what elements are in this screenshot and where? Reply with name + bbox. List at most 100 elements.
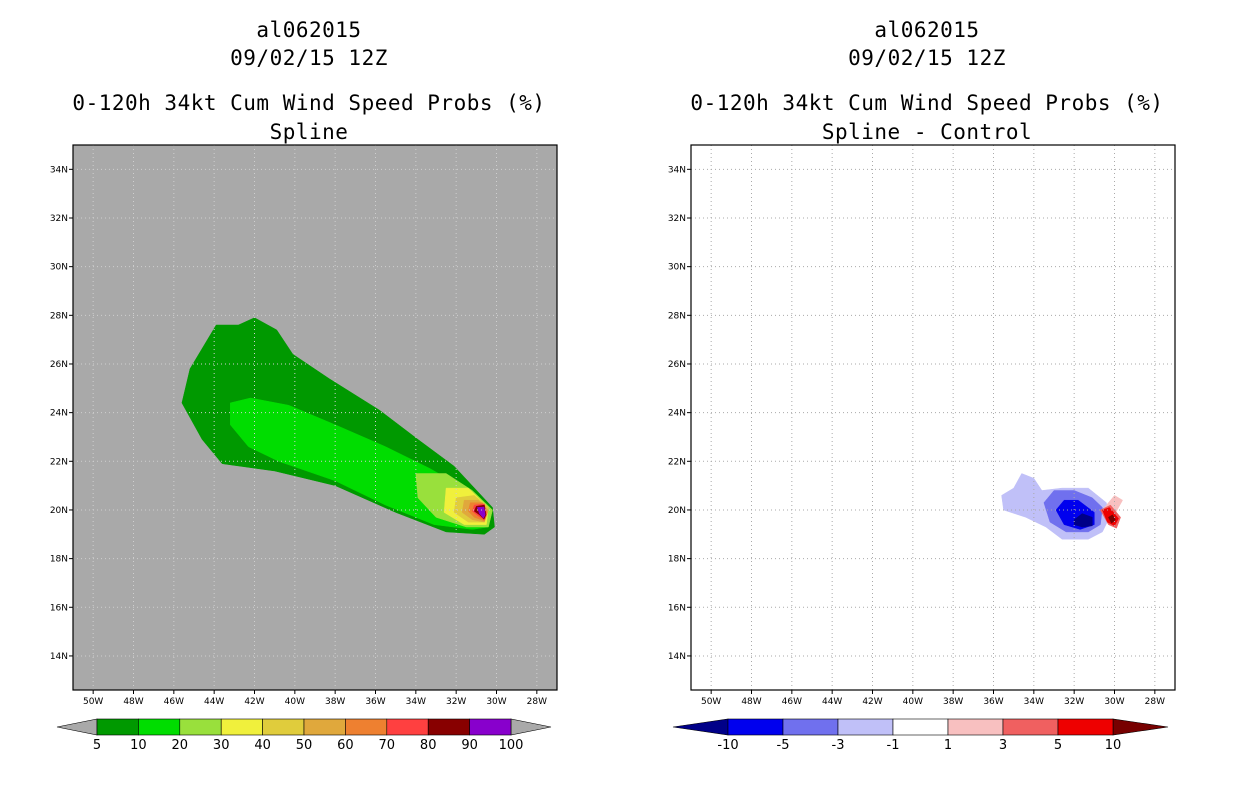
colorbar-label: 5: [93, 738, 101, 753]
colorbar-swatch: [947, 718, 1004, 736]
y-tick-label: 16N: [50, 603, 68, 613]
x-tick-label: 44W: [822, 697, 842, 707]
contour-group: [181, 317, 495, 535]
colorbar-label: 30: [213, 738, 230, 753]
probability-map: 50W 48W 46W 44W 42W 40W 38W 36W 34W 32W 30W 28W 34N 3…: [50, 144, 558, 753]
colorbar-swatch: [427, 718, 470, 736]
contour-level-neg10: [1073, 513, 1093, 528]
y-tick-label: 20N: [50, 506, 68, 516]
y-tick-label: 32N: [668, 214, 686, 224]
x-tick-label: 36W: [365, 697, 385, 707]
colorbar-label: 10: [130, 738, 147, 753]
y-tick-label: 26N: [50, 360, 68, 370]
colorbar-swatch: [179, 718, 222, 736]
y-tick-label: 22N: [668, 457, 686, 467]
y-tick-label: 24N: [668, 409, 686, 419]
colorbar-swatch: [469, 718, 512, 736]
colorbar-label: 5: [1054, 738, 1062, 753]
x-tick-label: 42W: [244, 697, 264, 707]
colorbar-swatch: [727, 718, 784, 736]
product-title: 0-120h 34kt Cum Wind Speed Probs (%): [72, 91, 546, 115]
contour-level-10: [1108, 514, 1116, 524]
y-tick-label: 18N: [668, 555, 686, 565]
x-tick-label: 28W: [1145, 697, 1165, 707]
panel-spline-minus-control: al062015 09/02/15 12Z 0-120h 34kt Cum Wi…: [618, 0, 1236, 800]
contour-group: [1001, 473, 1123, 540]
colorbar: 5 10 20 30 40 50 60 70 80 90 100: [56, 718, 552, 753]
y-tick-label: 34N: [50, 165, 68, 175]
colorbar-swatch: [138, 718, 181, 736]
colorbar-label: 40: [254, 738, 271, 753]
x-tick-label: 46W: [164, 697, 184, 707]
difference-map: 50W 48W 46W 44W 42W 40W 38W 36W 34W 32W 30W 28W 34N 3…: [668, 144, 1176, 753]
panel-spline: al062015 09/02/15 12Z 0-120h 34kt Cum Wi…: [50, 18, 558, 753]
x-tick-label: 32W: [446, 697, 466, 707]
panel-subtitle: Spline: [269, 120, 349, 144]
colorbar-label: 10: [1105, 738, 1122, 753]
x-tick-label: 30W: [486, 697, 506, 707]
colorbar-low-arrow: [672, 718, 729, 736]
colorbar-swatch: [782, 718, 839, 736]
x-tick-label: 48W: [741, 697, 761, 707]
colorbar-label: 90: [461, 738, 478, 753]
y-tick-label: 32N: [50, 214, 68, 224]
x-tick-label: 40W: [903, 697, 923, 707]
colorbar-swatch: [892, 718, 949, 736]
y-tick-label: 28N: [50, 311, 68, 321]
colorbar-label: 1: [944, 738, 952, 753]
y-tick-label: 14N: [50, 652, 68, 662]
colorbar-swatch: [96, 718, 139, 736]
colorbar-label: -10: [717, 738, 738, 753]
y-tick-label: 16N: [668, 603, 686, 613]
colorbar-swatch: [220, 718, 263, 736]
x-tick-label: 28W: [527, 697, 547, 707]
datetime-title: 09/02/15 12Z: [230, 46, 388, 70]
storm-id-title: al062015: [874, 18, 980, 42]
contour-level-90: [476, 506, 486, 519]
x-tick-label: 42W: [862, 697, 882, 707]
x-tick-label: 46W: [782, 697, 802, 707]
x-tick-label: 38W: [325, 697, 345, 707]
y-tick-label: 34N: [668, 165, 686, 175]
y-tick-label: 30N: [668, 263, 686, 273]
colorbar-low-arrow: [56, 718, 98, 736]
y-tick-label: 20N: [668, 506, 686, 516]
y-tick-label: 18N: [50, 555, 68, 565]
x-tick-label: 50W: [701, 697, 721, 707]
x-tick-label: 34W: [1024, 697, 1044, 707]
colorbar-swatch: [303, 718, 346, 736]
x-tick-label: 30W: [1104, 697, 1124, 707]
colorbar-label: 100: [499, 738, 524, 753]
y-tick-label: 30N: [50, 263, 68, 273]
x-tick-label: 44W: [204, 697, 224, 707]
colorbar-label: -5: [777, 738, 790, 753]
x-tick-label: 40W: [285, 697, 305, 707]
x-tick-label: 48W: [123, 697, 143, 707]
y-tick-label: 22N: [50, 457, 68, 467]
colorbar-swatch: [837, 718, 894, 736]
colorbar-label: 3: [999, 738, 1007, 753]
colorbar-label: 80: [420, 738, 437, 753]
plot-frame: [690, 144, 1176, 691]
plot-frame: [72, 144, 558, 691]
x-tick-label: 34W: [406, 697, 426, 707]
colorbar-label: 70: [379, 738, 396, 753]
y-tick-label: 26N: [668, 360, 686, 370]
colorbar-swatch: [1057, 718, 1114, 736]
colorbar-label: -3: [832, 738, 845, 753]
colorbar-label: 60: [337, 738, 354, 753]
colorbar-label: -1: [887, 738, 900, 753]
datetime-title: 09/02/15 12Z: [848, 46, 1006, 70]
colorbar-swatch: [1002, 718, 1059, 736]
colorbar-label: 50: [296, 738, 313, 753]
colorbar-swatch: [262, 718, 305, 736]
panel-subtitle: Spline - Control: [821, 120, 1033, 144]
colorbar-high-arrow: [510, 718, 552, 736]
y-tick-label: 14N: [668, 652, 686, 662]
colorbar-swatch: [345, 718, 388, 736]
x-tick-label: 36W: [983, 697, 1003, 707]
y-tick-label: 24N: [50, 409, 68, 419]
colorbar-label: 20: [172, 738, 189, 753]
x-tick-label: 38W: [943, 697, 963, 707]
x-tick-label: 32W: [1064, 697, 1084, 707]
